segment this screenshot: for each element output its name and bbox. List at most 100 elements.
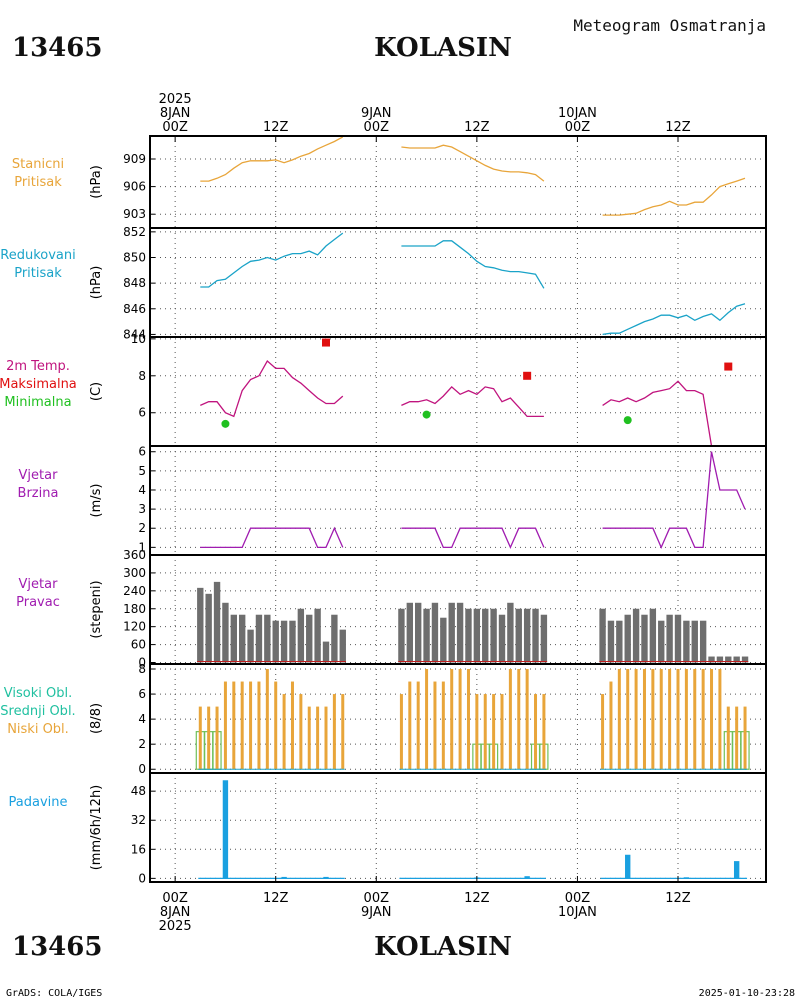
panel-label: Maksimalna	[0, 377, 77, 392]
y-tick-label: 5	[138, 464, 146, 478]
top-time-label: 2025	[159, 92, 192, 107]
tmin-marker	[422, 410, 431, 419]
low-cloud-bar	[684, 669, 688, 770]
y-axis-unit: (mm/6h/12h)	[89, 785, 104, 871]
top-time-label: 8JAN	[160, 106, 191, 121]
low-cloud-bar	[659, 669, 663, 770]
panel-label: Minimalna	[4, 395, 71, 410]
wind-direction-bar	[498, 614, 506, 663]
series-line	[602, 380, 713, 447]
wind-direction-bar	[699, 620, 707, 663]
wind-direction-bar	[289, 620, 296, 663]
panel-label: Brzina	[18, 486, 59, 501]
wind-direction-bar	[607, 620, 615, 663]
series-line	[401, 144, 545, 182]
y-tick-label: 909	[123, 152, 146, 166]
wind-direction-bar	[431, 602, 439, 663]
wind-direction-bar	[331, 614, 338, 663]
precipitation-bar	[733, 861, 740, 879]
y-tick-label: 48	[131, 784, 146, 798]
y-tick-label: 360	[123, 548, 146, 562]
panel-label: Pravac	[16, 595, 60, 610]
y-tick-label: 120	[123, 620, 146, 634]
low-cloud-bar	[324, 706, 328, 770]
y-tick-label: 850	[123, 250, 146, 264]
top-time-label: 12Z	[464, 120, 490, 135]
wind-direction-bar	[280, 620, 288, 663]
wind-direction-bar	[683, 620, 690, 663]
wind-direction-bar	[247, 629, 254, 663]
wind-direction-bar	[473, 608, 481, 663]
wind-direction-bar	[641, 614, 648, 663]
bottom-time-label: 2025	[159, 919, 192, 934]
low-cloud-bar	[475, 694, 479, 770]
low-cloud-bar	[408, 681, 412, 770]
series-line	[200, 232, 344, 288]
bottom-time-label: 9JAN	[361, 905, 392, 920]
wind-direction-bar	[440, 617, 447, 663]
panel-label: Pritisak	[14, 175, 62, 190]
bottom-time-label: 8JAN	[160, 905, 191, 920]
panel-label: Stanicni	[12, 157, 64, 172]
series-line	[200, 136, 344, 182]
wind-direction-bar	[456, 602, 464, 663]
panel-label: Niski Obl.	[7, 722, 69, 737]
station-name-top: KOLASIN	[374, 33, 512, 63]
low-cloud-bar	[223, 681, 227, 770]
wind-direction-bar	[297, 608, 305, 663]
wind-direction-bar	[674, 614, 682, 663]
low-cloud-bar	[466, 669, 470, 770]
top-time-label: 10JAN	[558, 106, 597, 121]
precipitation-bar	[222, 780, 229, 879]
wind-direction-bar	[465, 608, 472, 663]
bottom-time-label: 12Z	[665, 891, 691, 906]
panel-label: Vjetar	[19, 577, 59, 592]
wind-direction-bar	[632, 608, 640, 663]
low-cloud-bar	[743, 706, 747, 770]
panel-wind_direction: 0 60 120 180 240 300 360 Vjetar Pravac (stepeni)	[16, 548, 766, 670]
wind-direction-bar	[741, 656, 749, 663]
y-tick-label: 6	[138, 406, 146, 420]
panel-label: 2m Temp.	[6, 359, 70, 374]
low-cloud-bar	[450, 669, 454, 770]
bottom-time-label: 10JAN	[558, 905, 597, 920]
y-tick-label: 848	[123, 276, 146, 290]
y-tick-label: 3	[138, 502, 146, 516]
top-time-label: 12Z	[665, 120, 691, 135]
series-line	[200, 359, 344, 418]
wind-direction-bar	[523, 608, 531, 663]
y-tick-label: 180	[123, 602, 146, 616]
wind-direction-bar	[398, 608, 405, 663]
wind-direction-bar	[339, 629, 346, 663]
low-cloud-bar	[601, 694, 605, 770]
wind-direction-bar	[733, 656, 740, 663]
wind-direction-bar	[448, 602, 455, 663]
wind-direction-bar	[624, 614, 631, 663]
y-tick-label: 4	[138, 712, 146, 726]
wind-direction-bar	[482, 608, 489, 663]
wind-direction-bar	[515, 608, 522, 663]
panel-label: Pritisak	[14, 266, 62, 281]
wind-direction-bar	[649, 608, 657, 663]
low-cloud-bar	[299, 694, 303, 770]
low-cloud-bar	[508, 669, 512, 770]
panel-label: Visoki Obl.	[4, 686, 72, 701]
wind-direction-bar	[599, 608, 606, 663]
wind-direction-bar	[197, 587, 204, 663]
precipitation-bar	[323, 876, 329, 879]
wind-direction-bar	[264, 614, 271, 663]
footer-timestamp: 2025-01-10-23:28	[699, 988, 795, 999]
low-cloud-bar	[240, 681, 244, 770]
wind-direction-bar	[616, 620, 623, 663]
panel-wind_speed: 1 2 3 4 5 6 Vjetar Brzina (m/s)	[18, 445, 766, 555]
bottom-time-label: 00Z	[162, 891, 188, 906]
low-cloud-bar	[617, 669, 621, 770]
precipitation-bar	[524, 876, 530, 879]
wind-direction-bar	[666, 614, 673, 663]
wind-direction-bar	[272, 620, 279, 663]
low-cloud-bar	[710, 669, 714, 770]
low-cloud-bar	[198, 706, 202, 770]
y-axis-unit: (8/8)	[89, 703, 104, 734]
